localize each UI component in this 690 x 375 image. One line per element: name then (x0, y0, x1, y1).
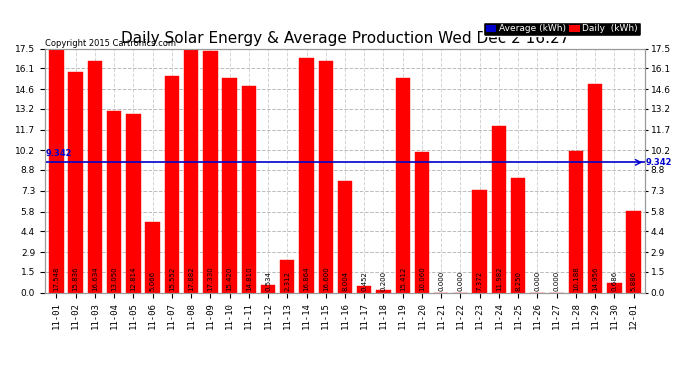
Text: 0.000: 0.000 (553, 271, 560, 291)
Bar (607, 283, 622, 292)
Bar (165, 76, 179, 292)
Text: 2.312: 2.312 (284, 271, 290, 291)
Bar (299, 58, 314, 292)
Bar (338, 181, 352, 292)
Bar (241, 86, 256, 292)
Text: 17.330: 17.330 (207, 266, 213, 291)
Bar (107, 111, 121, 292)
Bar (261, 285, 275, 292)
Text: 12.814: 12.814 (130, 267, 137, 291)
Text: 17.548: 17.548 (53, 267, 59, 291)
Bar (357, 286, 371, 292)
Text: 10.060: 10.060 (419, 266, 425, 291)
Bar (88, 61, 102, 292)
Text: 0.452: 0.452 (362, 271, 367, 291)
Title: Daily Solar Energy & Average Production Wed Dec 2 16:27: Daily Solar Energy & Average Production … (121, 31, 569, 46)
Text: 0.000: 0.000 (534, 271, 540, 291)
Bar (569, 151, 583, 292)
Text: 15.412: 15.412 (400, 267, 406, 291)
Bar (627, 210, 641, 292)
Text: 13.050: 13.050 (111, 267, 117, 291)
Text: 7.372: 7.372 (477, 271, 483, 291)
Text: 0.000: 0.000 (457, 271, 464, 291)
Text: 14.956: 14.956 (592, 267, 598, 291)
Bar (203, 51, 217, 292)
Text: 9.342: 9.342 (46, 149, 72, 158)
Text: 15.836: 15.836 (72, 267, 79, 291)
Text: 14.810: 14.810 (246, 267, 252, 291)
Text: 8.250: 8.250 (515, 271, 521, 291)
Text: 0.534: 0.534 (265, 271, 271, 291)
Bar (319, 61, 333, 292)
Bar (68, 72, 83, 292)
Text: 15.420: 15.420 (226, 267, 233, 291)
Text: Copyright 2015 Cartronics.com: Copyright 2015 Cartronics.com (45, 39, 176, 48)
Bar (492, 126, 506, 292)
Bar (222, 78, 237, 292)
Text: 16.634: 16.634 (92, 267, 98, 291)
Bar (473, 190, 487, 292)
Text: 5.066: 5.066 (150, 271, 156, 291)
Bar (280, 260, 295, 292)
Bar (49, 48, 63, 292)
Bar (126, 114, 141, 292)
Text: 16.600: 16.600 (323, 266, 328, 291)
Text: 0.000: 0.000 (438, 271, 444, 291)
Text: 0.200: 0.200 (380, 271, 386, 291)
Text: 16.864: 16.864 (304, 267, 310, 291)
Bar (395, 78, 410, 292)
Text: 17.882: 17.882 (188, 267, 194, 291)
Text: 5.886: 5.886 (631, 271, 637, 291)
Text: 11.982: 11.982 (496, 267, 502, 291)
Bar (415, 152, 429, 292)
Bar (146, 222, 160, 292)
Bar (376, 290, 391, 292)
Legend: Average (kWh), Daily  (kWh): Average (kWh), Daily (kWh) (483, 22, 640, 36)
Bar (588, 84, 602, 292)
Bar (511, 178, 525, 292)
Text: 0.686: 0.686 (611, 271, 618, 291)
Text: 15.552: 15.552 (169, 267, 175, 291)
Text: 9.342: 9.342 (646, 158, 673, 167)
Text: 8.004: 8.004 (342, 271, 348, 291)
Text: 10.188: 10.188 (573, 266, 579, 291)
Bar (184, 44, 198, 292)
